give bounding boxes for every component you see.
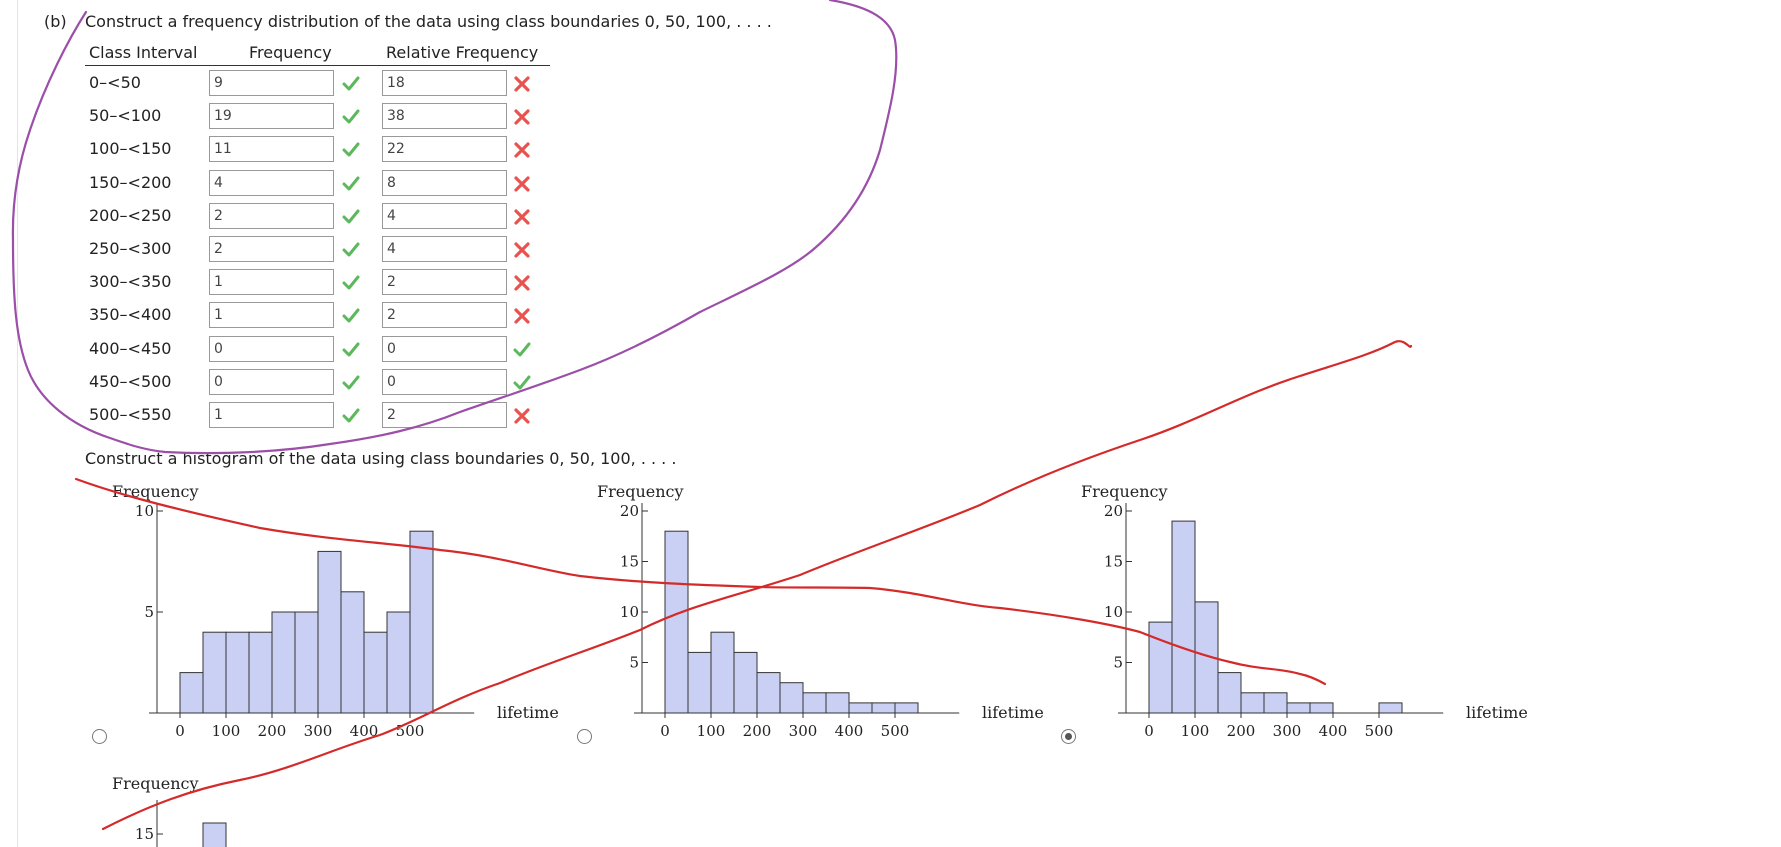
histogram-option-radio[interactable] (577, 729, 592, 744)
histogram-bar (1378, 702, 1403, 714)
y-tick-label: 5 (144, 603, 154, 621)
x-tick-label: 400 (835, 722, 864, 740)
histogram-bar (363, 631, 388, 714)
histogram-option-radio[interactable] (1061, 729, 1076, 744)
histogram-bar (409, 530, 434, 714)
x-axis-label: lifetime (497, 703, 559, 722)
x-tick-label: 0 (660, 722, 670, 740)
x-tick-label: 300 (1273, 722, 1302, 740)
histogram-bar (340, 591, 365, 714)
histogram-bar (802, 692, 827, 714)
x-tick-label: 200 (258, 722, 287, 740)
x-tick-label: 100 (1181, 722, 1210, 740)
x-tick-label: 100 (212, 722, 241, 740)
y-tick-label: 5 (629, 654, 639, 672)
histogram-bar (225, 631, 250, 714)
y-tick-label: 20 (620, 502, 639, 520)
x-tick-label: 400 (350, 722, 379, 740)
x-tick-label: 0 (1144, 722, 1154, 740)
histogram-bar (1240, 692, 1265, 714)
y-tick-label: 20 (1104, 502, 1123, 520)
x-axis-label: lifetime (982, 703, 1044, 722)
y-tick-label: 10 (135, 502, 154, 520)
y-tick-label: 10 (620, 603, 639, 621)
x-tick-label: 200 (1227, 722, 1256, 740)
histogram-bar (179, 672, 204, 714)
histogram-bar (779, 682, 804, 714)
histogram-bar (1263, 692, 1288, 714)
histogram-bar (248, 631, 273, 714)
histogram-bar (386, 611, 411, 714)
x-tick-label: 300 (304, 722, 333, 740)
histogram-bar (687, 651, 712, 714)
y-axis-label: Frequency (597, 482, 684, 501)
histogram-bar (1286, 702, 1311, 714)
histogram-bar (664, 530, 689, 714)
histogram-bar (825, 692, 850, 714)
histogram-bar (733, 651, 758, 714)
x-tick-label: 500 (396, 722, 425, 740)
histogram-bar (710, 631, 735, 714)
histogram-bar (202, 822, 227, 847)
x-tick-label: 500 (1365, 722, 1394, 740)
histogram-bar (294, 611, 319, 714)
x-tick-label: 200 (743, 722, 772, 740)
y-tick-label: 15 (135, 825, 154, 843)
histogram-bar (202, 631, 227, 714)
histogram-bar (317, 550, 342, 714)
y-axis-label: Frequency (112, 774, 199, 793)
histogram-bar (1217, 672, 1242, 714)
x-tick-label: 400 (1319, 722, 1348, 740)
y-tick-label: 5 (1113, 654, 1123, 672)
histogram-bar (271, 611, 296, 714)
histogram-bar (1148, 621, 1173, 714)
histogram-bar (871, 702, 896, 714)
histogram-bar (1309, 702, 1334, 714)
x-tick-label: 100 (697, 722, 726, 740)
histogram-bar (756, 672, 781, 714)
y-tick-label: 10 (1104, 603, 1123, 621)
x-tick-label: 500 (881, 722, 910, 740)
y-tick-label: 15 (1104, 553, 1123, 571)
histogram-option-radio[interactable] (92, 729, 107, 744)
x-axis-label: lifetime (1466, 703, 1528, 722)
histogram-bar (848, 702, 873, 714)
histogram-bar (1171, 520, 1196, 714)
y-tick-label: 15 (620, 553, 639, 571)
histogram-bar (894, 702, 919, 714)
x-tick-label: 0 (175, 722, 185, 740)
x-tick-label: 300 (789, 722, 818, 740)
y-axis-label: Frequency (1081, 482, 1168, 501)
histogram-bar (1194, 601, 1219, 714)
y-axis-label: Frequency (112, 482, 199, 501)
